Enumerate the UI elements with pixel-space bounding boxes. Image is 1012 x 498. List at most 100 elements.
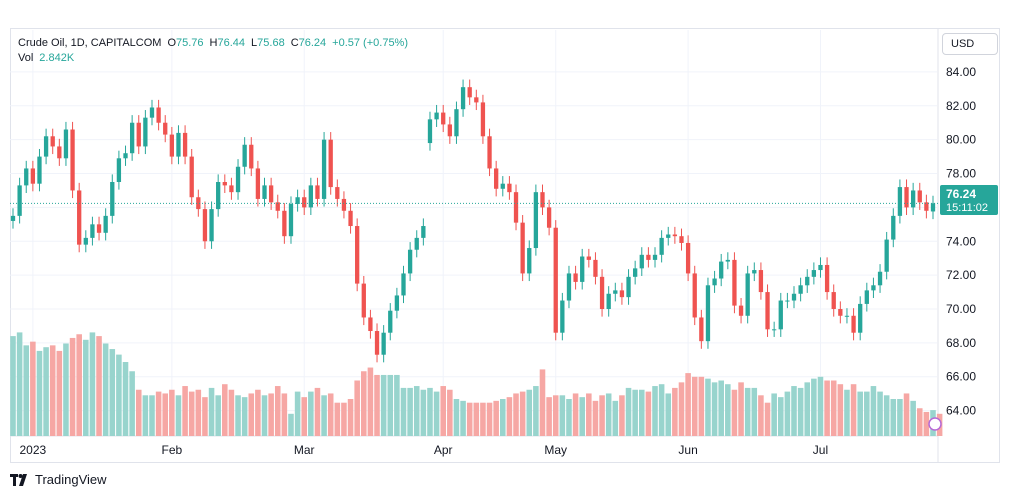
candle-body[interactable]	[811, 270, 817, 277]
candle-body[interactable]	[798, 285, 803, 294]
symbol-label[interactable]: Crude Oil, 1D, CAPITALCOM	[18, 37, 162, 49]
candle-body[interactable]	[288, 204, 294, 237]
candle-body[interactable]	[560, 300, 565, 333]
candle-body[interactable]	[268, 185, 274, 203]
candle-body[interactable]	[527, 248, 532, 274]
candle-body[interactable]	[619, 290, 625, 298]
candle-body[interactable]	[917, 190, 922, 203]
candle-body[interactable]	[633, 268, 638, 277]
candle-body[interactable]	[580, 256, 585, 282]
candle-body[interactable]	[699, 317, 704, 342]
candle-body[interactable]	[388, 310, 393, 333]
candle-body[interactable]	[725, 259, 730, 262]
candle-body[interactable]	[732, 259, 737, 306]
candle-body[interactable]	[679, 236, 684, 243]
candle-body[interactable]	[103, 215, 108, 233]
candle-body[interactable]	[37, 156, 42, 184]
candle-body[interactable]	[96, 224, 102, 233]
candle-body[interactable]	[368, 317, 373, 332]
candle-body[interactable]	[129, 122, 135, 154]
candle-body[interactable]	[844, 315, 850, 317]
candle-body[interactable]	[222, 182, 227, 186]
candle-body[interactable]	[401, 273, 406, 296]
candle-body[interactable]	[50, 136, 55, 147]
candle-body[interactable]	[163, 122, 168, 135]
candle-body[interactable]	[255, 168, 261, 199]
candle-body[interactable]	[652, 254, 658, 260]
candle-body[interactable]	[295, 197, 300, 205]
candle-body[interactable]	[249, 144, 254, 169]
candle-body[interactable]	[791, 293, 797, 301]
candle-body[interactable]	[209, 209, 214, 242]
candle-body[interactable]	[613, 290, 618, 294]
candle-body[interactable]	[685, 242, 691, 274]
candle-body[interactable]	[434, 112, 439, 120]
candle-body[interactable]	[17, 185, 22, 216]
candle-body[interactable]	[719, 261, 724, 279]
candle-body[interactable]	[738, 305, 744, 316]
candle-body[interactable]	[83, 237, 88, 245]
candle-body[interactable]	[672, 234, 678, 237]
candle-body[interactable]	[891, 215, 896, 240]
candle-body[interactable]	[566, 273, 572, 301]
candle-body[interactable]	[216, 182, 221, 210]
candle-body[interactable]	[374, 331, 380, 355]
candle-body[interactable]	[24, 168, 29, 186]
candle-body[interactable]	[262, 185, 267, 199]
candle-body[interactable]	[871, 285, 876, 291]
candle-body[interactable]	[341, 198, 347, 211]
candle-body[interactable]	[30, 168, 36, 184]
candle-body[interactable]	[765, 292, 770, 330]
candle-body[interactable]	[321, 139, 327, 199]
candle-body[interactable]	[540, 192, 545, 208]
candle-body[interactable]	[805, 276, 810, 286]
candle-body[interactable]	[507, 183, 512, 193]
candle-body[interactable]	[897, 187, 903, 216]
candle-body[interactable]	[414, 237, 419, 250]
candle-body[interactable]	[487, 136, 492, 169]
tradingview-branding[interactable]: TradingView	[10, 472, 107, 487]
candle-body[interactable]	[335, 187, 340, 199]
candle-body[interactable]	[480, 102, 486, 137]
candle-body[interactable]	[513, 192, 519, 223]
candle-body[interactable]	[447, 124, 452, 137]
candle-body[interactable]	[553, 227, 558, 333]
candle-body[interactable]	[77, 190, 82, 245]
candle-body[interactable]	[924, 202, 929, 211]
candle-body[interactable]	[586, 256, 591, 260]
candle-body[interactable]	[196, 197, 201, 210]
candle-body[interactable]	[328, 139, 333, 188]
candle-body[interactable]	[824, 264, 830, 293]
candle-body[interactable]	[467, 87, 472, 98]
candle-body[interactable]	[90, 224, 95, 238]
candle-body[interactable]	[315, 185, 320, 199]
candle-body[interactable]	[659, 237, 664, 255]
candle-body[interactable]	[500, 183, 505, 189]
candle-body[interactable]	[494, 168, 499, 189]
candle-body[interactable]	[57, 146, 62, 159]
candle-body[interactable]	[520, 222, 525, 274]
candle-body[interactable]	[143, 117, 148, 147]
candle-body[interactable]	[745, 273, 750, 316]
volume-label[interactable]: Vol	[18, 52, 34, 64]
candle-body[interactable]	[235, 166, 241, 193]
candle-body[interactable]	[43, 136, 49, 157]
candle-body[interactable]	[156, 107, 161, 123]
candle-body[interactable]	[242, 144, 247, 167]
candle-body[interactable]	[454, 109, 459, 137]
candle-body[interactable]	[752, 270, 757, 274]
candle-body[interactable]	[831, 292, 836, 309]
candle-body[interactable]	[606, 293, 611, 309]
candle-body[interactable]	[441, 112, 446, 125]
current-bar-marker[interactable]	[928, 417, 942, 431]
candle-body[interactable]	[427, 119, 433, 144]
candle-body[interactable]	[149, 107, 155, 118]
candle-body[interactable]	[877, 271, 883, 286]
candle-body[interactable]	[123, 153, 128, 159]
candle-body[interactable]	[169, 134, 174, 157]
candle-body[interactable]	[275, 202, 280, 211]
candle-body[interactable]	[189, 156, 194, 198]
candle-body[interactable]	[593, 259, 598, 277]
candle-body[interactable]	[573, 273, 578, 282]
candle-body[interactable]	[758, 270, 764, 293]
